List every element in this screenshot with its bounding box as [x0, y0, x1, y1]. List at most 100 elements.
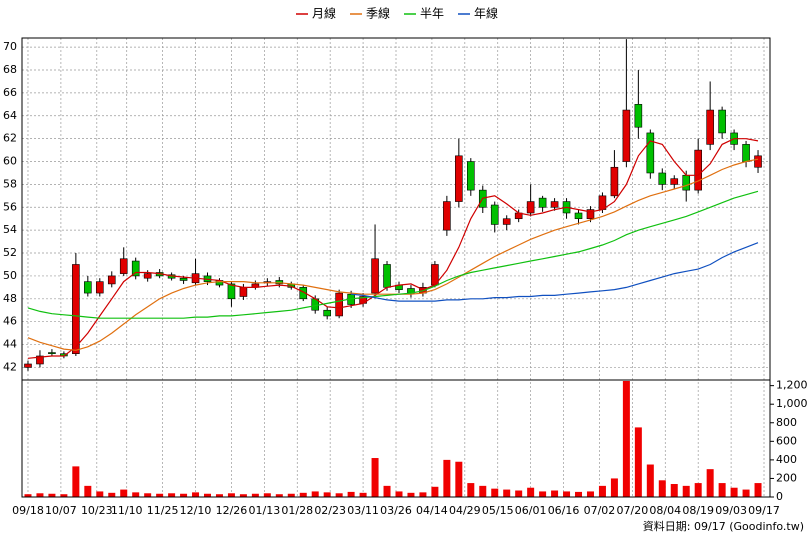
- candle-body: [502, 218, 511, 225]
- volume-bar: [598, 485, 606, 497]
- x-tick-label: 06/16: [548, 504, 580, 517]
- volume-bar: [431, 486, 439, 497]
- candle-body: [227, 283, 236, 300]
- candle-body: [622, 109, 631, 162]
- x-tick-label: 07/20: [617, 504, 649, 517]
- volume-bar: [204, 493, 212, 497]
- y-tick-label: 70: [3, 40, 17, 53]
- volume-bar: [251, 493, 259, 497]
- candle-body: [466, 161, 475, 191]
- volume-bar: [96, 491, 104, 497]
- x-tick-label: 12/26: [216, 504, 248, 517]
- volume-bar: [215, 494, 223, 497]
- volume-bar: [754, 483, 762, 497]
- volume-bar: [36, 493, 44, 497]
- volume-bar: [299, 492, 307, 497]
- footer: 資料日期: 09/17 (Goodinfo.tw): [643, 519, 804, 533]
- x-tick-label: 04/14: [416, 504, 448, 517]
- volume-bar: [227, 493, 235, 497]
- y-tick-label: 44: [3, 338, 17, 351]
- x-tick-label: 09/03: [715, 504, 747, 517]
- candle-body: [119, 258, 128, 274]
- candle-body: [371, 258, 379, 294]
- y2-tick-label: 0: [776, 490, 783, 503]
- ma-line: [351, 242, 759, 302]
- volume-bar: [72, 466, 80, 497]
- candle-body: [72, 264, 80, 354]
- volume-bar: [479, 485, 487, 497]
- candle-body: [299, 287, 308, 300]
- volume-bar: [371, 458, 379, 497]
- x-tick-label: 03/11: [347, 504, 379, 517]
- volume-bar: [575, 491, 583, 497]
- y-tick-label: 58: [3, 177, 17, 190]
- volume-bar: [706, 469, 714, 497]
- candle-body: [95, 281, 104, 294]
- volume-bar: [335, 493, 343, 497]
- volume-bar: [563, 491, 571, 497]
- volume-bar: [144, 493, 152, 497]
- x-tick-label: 02/23: [314, 504, 346, 517]
- candle-body: [335, 292, 343, 317]
- volume-bar: [263, 493, 271, 497]
- y2-tick-label: 400: [776, 453, 797, 466]
- candle-body: [24, 363, 32, 368]
- volume-bar: [239, 494, 247, 497]
- candle-body: [646, 132, 655, 174]
- candle-body: [538, 197, 547, 208]
- volume-bar: [108, 492, 116, 497]
- y-tick-label: 46: [3, 315, 17, 328]
- x-tick-label: 06/01: [515, 504, 547, 517]
- volume-bar: [180, 493, 188, 497]
- volume-bar: [132, 492, 140, 497]
- candle-body: [694, 149, 702, 191]
- candle-body: [610, 166, 619, 197]
- y-tick-label: 50: [3, 269, 17, 282]
- candle-body: [48, 352, 56, 354]
- volume-bar: [527, 487, 535, 497]
- y-tick-label: 54: [3, 223, 17, 236]
- volume-bar: [84, 485, 92, 497]
- x-tick-label: 12/10: [180, 504, 212, 517]
- volume-bar: [467, 483, 475, 497]
- y-tick-label: 42: [3, 360, 17, 373]
- volume-bar: [287, 493, 295, 497]
- candle-body: [107, 275, 116, 285]
- volume-bar: [359, 492, 367, 497]
- volume-bar: [323, 492, 331, 497]
- x-tick-label: 08/19: [682, 504, 714, 517]
- candle-body: [490, 204, 499, 225]
- y-tick-label: 56: [3, 200, 17, 213]
- x-tick-label: 10/07: [45, 504, 77, 517]
- ma-line: [27, 138, 759, 359]
- legend-label: 季線: [366, 6, 390, 21]
- volume-bar: [455, 461, 463, 497]
- y2-tick-label: 600: [776, 434, 797, 447]
- candle-body: [670, 178, 679, 185]
- volume-bar: [670, 484, 678, 497]
- x-tick-label: 01/28: [281, 504, 313, 517]
- volume-bar: [718, 483, 726, 497]
- volume-bar: [742, 489, 750, 497]
- y-tick-label: 66: [3, 86, 17, 99]
- volume-bar: [443, 459, 451, 497]
- volume-bar: [658, 480, 666, 497]
- volume-bar: [156, 493, 164, 497]
- x-tick-label: 03/26: [380, 504, 412, 517]
- volume-bar: [622, 381, 630, 497]
- volume-bar: [407, 492, 415, 497]
- volume-bar: [347, 491, 355, 497]
- candle-body: [718, 109, 726, 134]
- volume-bar: [503, 489, 511, 497]
- volume-bar: [491, 488, 499, 497]
- volume-bar: [311, 491, 319, 497]
- x-tick-label: 09/18: [12, 504, 44, 517]
- candle-body: [550, 201, 559, 208]
- y-tick-label: 62: [3, 132, 17, 145]
- volume-bar: [694, 483, 702, 497]
- x-tick-label: 11/10: [111, 504, 143, 517]
- volume-bar: [730, 487, 738, 497]
- volume-bar: [168, 493, 176, 497]
- y-tick-label: 48: [3, 292, 17, 305]
- x-tick-label: 07/02: [584, 504, 616, 517]
